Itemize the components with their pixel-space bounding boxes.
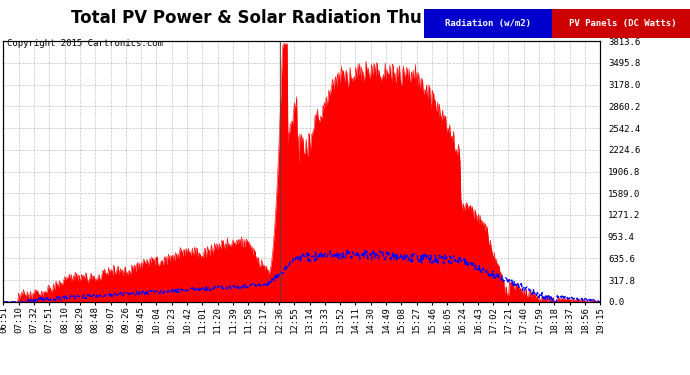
Text: PV Panels (DC Watts): PV Panels (DC Watts) [569,19,676,28]
Text: Radiation (w/m2): Radiation (w/m2) [445,19,531,28]
Text: Copyright 2015 Cartronics.com: Copyright 2015 Cartronics.com [7,39,163,48]
Text: Total PV Power & Solar Radiation Thu Apr 2 19:18: Total PV Power & Solar Radiation Thu Apr… [71,9,536,27]
